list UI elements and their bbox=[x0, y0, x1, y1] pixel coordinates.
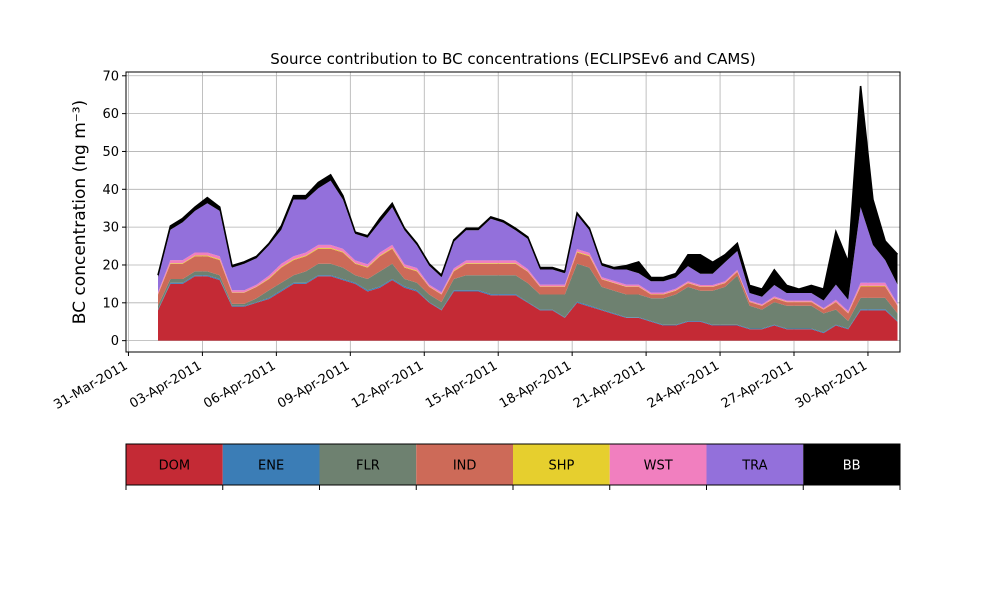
x-tick-label: 09-Apr-2011 bbox=[275, 358, 352, 411]
x-tick-label: 31-Mar-2011 bbox=[51, 358, 130, 412]
x-tick-label: 27-Apr-2011 bbox=[719, 358, 796, 411]
chart-title: Source contribution to BC concentrations… bbox=[270, 50, 755, 68]
x-tick-label: 30-Apr-2011 bbox=[793, 358, 870, 411]
plot-frame bbox=[125, 71, 901, 353]
legend-label-tra: TRA bbox=[741, 459, 767, 474]
total-outline bbox=[157, 85, 899, 291]
x-tick-label: 21-Apr-2011 bbox=[571, 358, 648, 411]
y-tick-label: 60 bbox=[102, 107, 119, 122]
area-ind bbox=[158, 248, 898, 321]
legend-swatch-flr bbox=[319, 444, 417, 485]
legend-swatch-ene bbox=[222, 444, 320, 485]
legend-swatch-bb bbox=[803, 444, 900, 485]
x-tick-label: 12-Apr-2011 bbox=[349, 358, 426, 411]
legend-label-ind: IND bbox=[453, 459, 477, 474]
y-tick-label: 50 bbox=[102, 145, 119, 160]
y-tick-label: 0 bbox=[111, 334, 119, 349]
legend-label-shp: SHP bbox=[548, 459, 574, 474]
y-tick-label: 30 bbox=[102, 221, 119, 236]
legend-label-flr: FLR bbox=[356, 459, 380, 474]
x-tick-label: 03-Apr-2011 bbox=[127, 358, 204, 411]
legend-swatch-dom bbox=[126, 444, 223, 485]
y-tick-label: 10 bbox=[102, 296, 119, 311]
area-tra bbox=[158, 180, 898, 312]
x-tick-label: 15-Apr-2011 bbox=[423, 358, 500, 411]
y-tick-label: 40 bbox=[102, 183, 119, 198]
y-axis-label: BC concentration (ng m⁻³) bbox=[70, 100, 90, 324]
y-tick-label: 20 bbox=[102, 258, 119, 273]
x-tick-label: 24-Apr-2011 bbox=[645, 358, 722, 411]
legend-label-wst: WST bbox=[644, 459, 673, 474]
area-dom bbox=[158, 276, 898, 341]
legend-swatch-ind bbox=[416, 444, 513, 485]
legend-label-dom: DOM bbox=[159, 459, 190, 474]
area-flr bbox=[158, 263, 898, 333]
stacked-areas bbox=[157, 85, 899, 341]
legend-swatch-tra bbox=[706, 444, 804, 485]
x-tick-label: 06-Apr-2011 bbox=[201, 358, 278, 411]
legend-colorbar: DOM ENE FLR IND SHP WST TRA BB bbox=[125, 443, 901, 490]
legend-swatch-wst bbox=[609, 444, 707, 485]
legend-label-bb: BB bbox=[843, 459, 861, 474]
y-tick-label: 70 bbox=[102, 69, 119, 84]
x-tick-label: 18-Apr-2011 bbox=[497, 358, 574, 411]
legend-label-ene: ENE bbox=[258, 459, 284, 474]
legend-swatch-shp bbox=[513, 444, 610, 485]
